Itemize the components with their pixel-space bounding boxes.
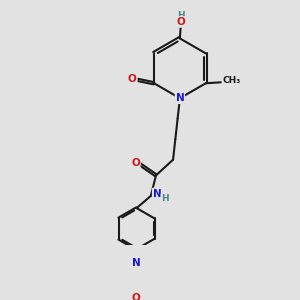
Text: N: N — [132, 258, 141, 268]
Text: H: H — [161, 194, 169, 203]
Text: N: N — [176, 93, 184, 103]
Text: H: H — [177, 11, 185, 20]
Text: O: O — [177, 17, 185, 27]
Text: O: O — [128, 74, 137, 84]
Text: N: N — [153, 189, 161, 199]
Text: CH₃: CH₃ — [222, 76, 241, 85]
Text: O: O — [132, 293, 140, 300]
Text: O: O — [131, 158, 140, 168]
